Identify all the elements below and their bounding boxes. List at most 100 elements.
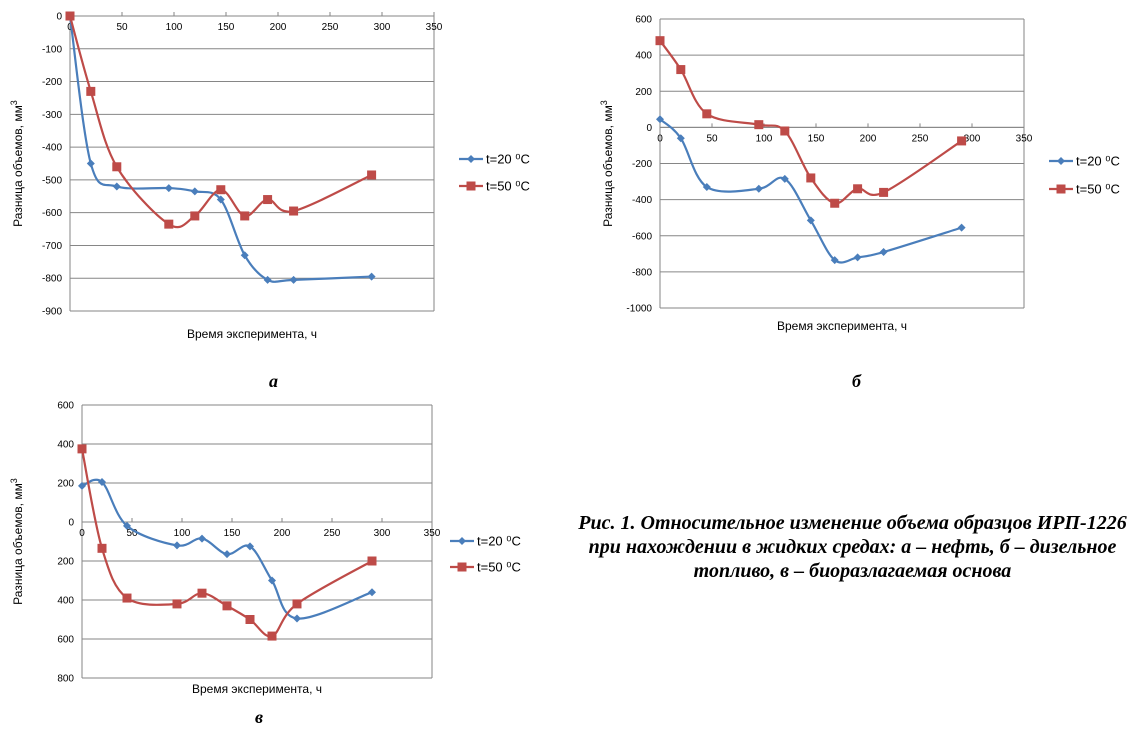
data-point bbox=[173, 541, 181, 550]
data-point bbox=[830, 198, 840, 208]
data-point bbox=[368, 588, 376, 597]
x-tick-label: 300 bbox=[374, 528, 391, 539]
y-tick-label: -600 bbox=[632, 231, 652, 242]
panel-label-b: б bbox=[852, 371, 861, 391]
y-axis-label: Разница объемов, мм3 bbox=[9, 100, 25, 227]
x-tick-label: 300 bbox=[374, 22, 391, 33]
data-point bbox=[957, 223, 966, 232]
x-tick-label: 350 bbox=[1016, 133, 1033, 144]
series-line bbox=[80, 448, 373, 638]
data-point bbox=[702, 182, 711, 191]
legend-marker bbox=[1057, 157, 1065, 165]
y-tick-label: 0 bbox=[68, 518, 74, 529]
y-tick-label: 600 bbox=[57, 401, 74, 412]
x-tick-label: 250 bbox=[912, 133, 929, 144]
x-tick-label: 150 bbox=[218, 22, 235, 33]
legend-marker bbox=[467, 155, 475, 163]
data-point bbox=[780, 174, 789, 183]
x-tick-label: 200 bbox=[860, 133, 877, 144]
legend-entry: t=50 ⁰C bbox=[486, 179, 530, 194]
data-point bbox=[289, 206, 299, 216]
y-tick-label: -200 bbox=[632, 159, 652, 170]
legend-marker bbox=[458, 537, 466, 545]
data-point bbox=[164, 219, 174, 229]
figure-caption: Рис. 1. Относительное изменение объема о… bbox=[578, 512, 1127, 582]
data-point bbox=[367, 170, 377, 180]
data-point bbox=[78, 481, 86, 490]
x-tick-label: 200 bbox=[274, 528, 291, 539]
data-point bbox=[830, 256, 839, 265]
y-tick-label: -800 bbox=[42, 274, 62, 285]
legend-marker bbox=[466, 181, 476, 191]
x-tick-label: 350 bbox=[424, 528, 441, 539]
data-point bbox=[172, 599, 182, 609]
y-tick-label: 400 bbox=[57, 596, 74, 607]
data-point bbox=[702, 109, 712, 119]
data-point bbox=[123, 521, 131, 530]
y-tick-label: -900 bbox=[42, 307, 62, 318]
y-tick-label: -500 bbox=[42, 175, 62, 186]
y-tick-label: 0 bbox=[56, 12, 62, 23]
y-tick-label: -600 bbox=[42, 208, 62, 219]
y-tick-label: -700 bbox=[42, 241, 62, 252]
data-point bbox=[86, 159, 95, 168]
y-tick-label: -400 bbox=[632, 195, 652, 206]
y-tick-label: 800 bbox=[57, 674, 74, 685]
data-point bbox=[77, 444, 87, 454]
data-point bbox=[216, 195, 225, 204]
legend-marker bbox=[457, 562, 467, 572]
x-tick-label: 0 bbox=[67, 22, 73, 33]
series-line bbox=[81, 478, 373, 620]
data-point bbox=[122, 593, 132, 603]
data-point bbox=[806, 216, 815, 225]
y-tick-label: 600 bbox=[635, 15, 652, 26]
data-point bbox=[197, 588, 207, 598]
x-tick-label: 350 bbox=[426, 22, 443, 33]
data-point bbox=[198, 534, 206, 543]
data-point bbox=[86, 86, 96, 96]
x-tick-label: 100 bbox=[174, 528, 191, 539]
chart-b: 600 400 200 0 -200 -400 -600 -800 -1000 0 50 100 150… bbox=[599, 15, 1120, 334]
data-point bbox=[164, 184, 173, 193]
y-tick-label: -300 bbox=[42, 110, 62, 121]
data-point bbox=[267, 631, 277, 641]
data-point bbox=[367, 272, 376, 281]
data-point bbox=[190, 187, 199, 196]
data-point bbox=[957, 136, 967, 146]
panel-label-c: в bbox=[255, 707, 264, 727]
x-tick-label: 100 bbox=[166, 22, 183, 33]
x-axis-label: Время эксперимента, ч bbox=[192, 682, 322, 696]
x-tick-label: 50 bbox=[126, 528, 138, 539]
legend-entry: t=50 ⁰C bbox=[477, 560, 521, 575]
data-point bbox=[65, 11, 75, 21]
data-point bbox=[216, 185, 226, 195]
data-point bbox=[676, 134, 685, 143]
x-axis-label: Время эксперимента, ч bbox=[187, 327, 317, 341]
y-tick-label: -200 bbox=[42, 77, 62, 88]
legend-marker bbox=[1056, 184, 1066, 194]
y-tick-label: -100 bbox=[42, 44, 62, 55]
data-point bbox=[292, 599, 302, 609]
data-point bbox=[268, 576, 276, 585]
legend-entry: t=20 ⁰C bbox=[477, 534, 521, 549]
data-point bbox=[112, 162, 122, 172]
x-tick-label: 150 bbox=[224, 528, 241, 539]
x-tick-label: 0 bbox=[657, 133, 663, 144]
chart-c: 600 400 200 0 200 400 600 800 0 50 100 150 200 250 300… bbox=[9, 401, 521, 697]
y-axis-label: Разница объемов, мм3 bbox=[9, 478, 25, 605]
data-point bbox=[879, 187, 889, 197]
data-point bbox=[263, 195, 273, 205]
y-tick-label: -800 bbox=[632, 267, 652, 278]
x-tick-label: 100 bbox=[756, 133, 773, 144]
data-point bbox=[754, 184, 763, 193]
y-axis-label: Разница объемов, мм3 bbox=[599, 100, 615, 227]
data-point bbox=[97, 543, 107, 553]
y-tick-label: 200 bbox=[57, 479, 74, 490]
data-point bbox=[853, 184, 863, 194]
x-tick-label: 200 bbox=[270, 22, 287, 33]
legend-entry: t=20 ⁰C bbox=[486, 152, 530, 167]
series-line bbox=[68, 15, 373, 229]
data-point bbox=[655, 36, 665, 46]
data-point bbox=[293, 614, 301, 623]
legend-entry: t=50 ⁰C bbox=[1076, 182, 1120, 197]
